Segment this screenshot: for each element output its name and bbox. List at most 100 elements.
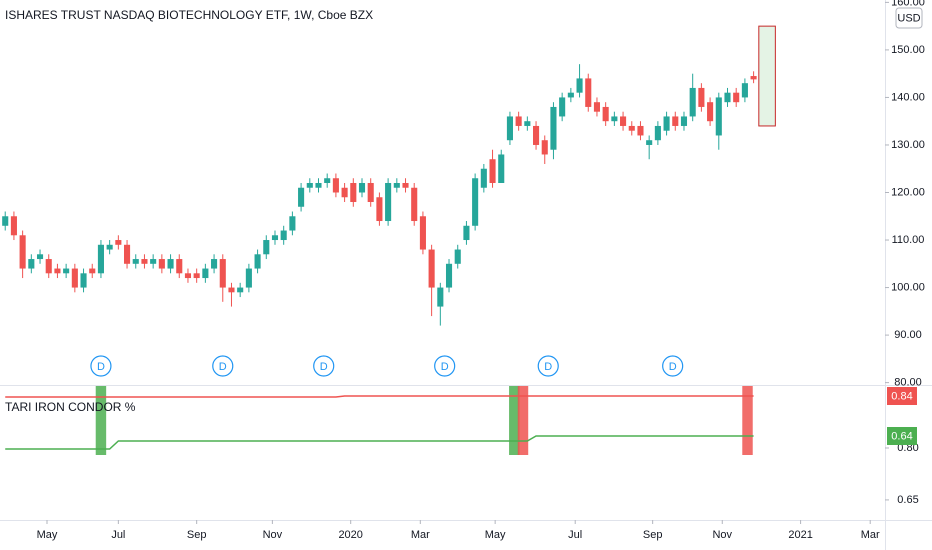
candle-body [698, 87, 705, 107]
dividend-label[interactable]: D [97, 361, 105, 373]
x-tick-label: May [37, 529, 58, 541]
candle-body [167, 259, 174, 269]
candle-body [237, 287, 244, 293]
dividend-marker[interactable] [212, 355, 234, 377]
candle-body [689, 87, 696, 117]
candle-body [402, 182, 409, 188]
candle-body [663, 116, 670, 131]
candle-body [280, 230, 287, 241]
x-tick-label: Nov [263, 529, 283, 541]
candle-body [28, 259, 35, 269]
candle-body [54, 268, 61, 274]
candle-body [358, 182, 366, 193]
candle-body [593, 102, 601, 112]
signal-bar [95, 386, 107, 455]
candle-body [80, 273, 87, 288]
signal-bar [742, 386, 753, 455]
candle-body [202, 268, 209, 279]
candle-body [341, 187, 348, 198]
candle-body [10, 216, 17, 236]
candle-body [724, 92, 731, 103]
last-value-box [887, 427, 917, 445]
candle-body [176, 259, 183, 274]
dividend-label[interactable]: D [544, 361, 552, 373]
indicator-y-tick-label: 0.65 [897, 494, 918, 506]
candle-body [376, 197, 383, 222]
dividend-label[interactable]: D [669, 361, 677, 373]
candle-body [124, 244, 131, 264]
candle-body [350, 182, 357, 203]
signal-bar [517, 386, 529, 455]
candle-body [419, 216, 426, 250]
y-tick-label: 80.00 [894, 377, 922, 389]
candle-body [63, 268, 70, 274]
dividend-marker[interactable] [537, 355, 559, 377]
last-value-box [887, 387, 917, 405]
x-tick-label: Mar [861, 529, 880, 541]
candle-body [550, 106, 557, 150]
candle-body [254, 254, 261, 269]
projection-box [758, 25, 776, 127]
dividend-label[interactable]: D [441, 361, 449, 373]
candle-body [559, 97, 566, 117]
candle-body [71, 268, 78, 288]
y-tick-label: 100.00 [891, 281, 925, 293]
candle-body [141, 259, 148, 264]
candle-body [437, 287, 444, 307]
chart-title: ISHARES TRUST NASDAQ BIOTECHNOLOGY ETF, … [5, 8, 373, 22]
candle-body [298, 187, 305, 207]
candle-body [515, 116, 522, 126]
candle-body [654, 125, 661, 141]
y-tick-label: 160.00 [891, 0, 925, 8]
dividend-marker[interactable] [90, 355, 112, 377]
currency-box[interactable] [895, 7, 923, 29]
candle-body [89, 268, 96, 274]
indicator-line [5, 395, 754, 398]
candle-body [585, 78, 592, 107]
candle-body [385, 182, 392, 222]
candle-body [219, 259, 226, 288]
indicator-title: TARI IRON CONDOR % [5, 400, 136, 414]
candle-body [367, 182, 374, 203]
candle-body [306, 182, 313, 188]
candle-body [115, 240, 122, 245]
candle-body [263, 240, 270, 255]
candle-body [106, 244, 113, 250]
signal-bar [509, 386, 520, 455]
candle-body [193, 273, 200, 279]
dividend-marker[interactable] [662, 355, 684, 377]
y-tick-label: 120.00 [891, 186, 925, 198]
candle-body [750, 76, 757, 80]
candle-body [715, 97, 722, 136]
dividend-label[interactable]: D [320, 361, 328, 373]
x-tick-label: Jul [568, 529, 582, 541]
candle-body [489, 159, 496, 183]
x-tick-label: Jul [111, 529, 125, 541]
candle-body [158, 259, 165, 269]
candle-body [463, 225, 470, 241]
dividend-marker[interactable] [434, 355, 456, 377]
currency-label[interactable]: USD [897, 12, 920, 24]
candle-body [332, 178, 339, 193]
dividend-marker[interactable] [313, 355, 335, 377]
candle-body [228, 287, 235, 293]
candle-body [271, 235, 279, 241]
candle-body [733, 92, 740, 103]
candle-body [628, 125, 635, 131]
candle-body [324, 178, 331, 183]
candle-body [637, 125, 644, 136]
candle-body [741, 83, 748, 98]
candle-body [707, 102, 714, 122]
candle-body [567, 92, 574, 98]
candle-body [211, 259, 218, 269]
last-value-label: 0.84 [891, 390, 912, 402]
candle-body [472, 178, 479, 226]
y-tick-label: 90.00 [894, 329, 922, 341]
candle-body [393, 182, 400, 188]
candle-body [646, 140, 653, 145]
candle-body [19, 235, 26, 269]
candle-body [289, 216, 296, 231]
dividend-label[interactable]: D [219, 361, 227, 373]
